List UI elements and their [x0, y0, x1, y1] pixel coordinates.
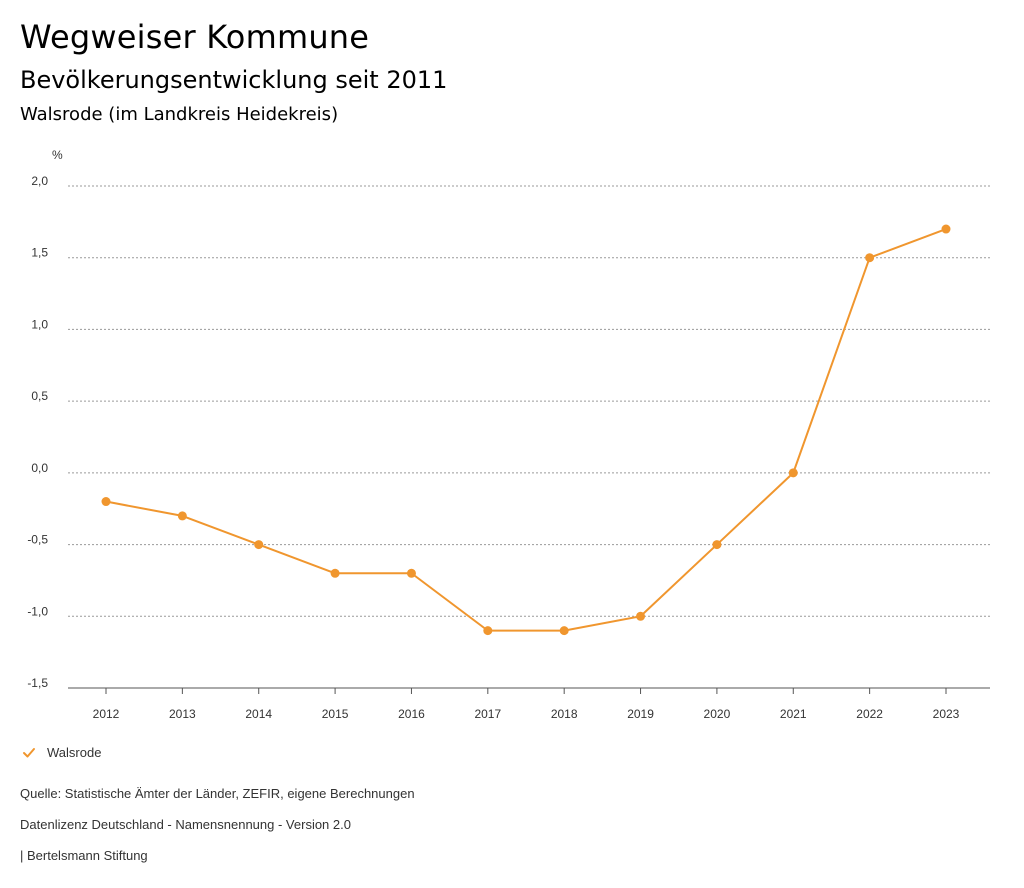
data-point	[865, 253, 875, 263]
data-point	[101, 497, 111, 507]
region-label: Walsrode (im Landkreis Heidekreis)	[20, 104, 339, 125]
x-tick-label: 2013	[169, 707, 196, 721]
data-point	[254, 540, 264, 550]
x-tick-label: 2014	[245, 707, 272, 721]
x-tick-label: 2018	[551, 707, 578, 721]
y-tick-label: 2,0	[31, 174, 48, 188]
y-tick-label: 1,0	[31, 317, 48, 331]
page-title: Wegweiser Kommune	[20, 18, 370, 56]
data-point	[788, 468, 798, 478]
checkmark-icon	[23, 747, 35, 757]
y-tick-label: 1,5	[31, 246, 48, 260]
publisher-note: | Bertelsmann Stiftung	[20, 848, 148, 863]
y-axis-unit-label: %	[52, 148, 63, 162]
data-point	[559, 626, 569, 636]
data-point	[483, 626, 493, 636]
x-tick-label: 2017	[474, 707, 501, 721]
x-tick-label: 2016	[398, 707, 425, 721]
data-point	[941, 224, 951, 234]
data-point	[636, 611, 646, 621]
x-tick-label: 2022	[856, 707, 883, 721]
y-tick-label: 0,5	[31, 389, 48, 403]
data-point	[406, 568, 416, 578]
y-tick-label: -1,0	[27, 604, 48, 618]
data-point	[330, 568, 340, 578]
chart-legend[interactable]: Walsrode	[22, 745, 101, 760]
x-tick-label: 2020	[704, 707, 731, 721]
x-tick-label: 2015	[322, 707, 349, 721]
source-note: Quelle: Statistische Ämter der Länder, Z…	[20, 786, 415, 801]
y-tick-label: 0,0	[31, 461, 48, 475]
x-tick-label: 2023	[933, 707, 960, 721]
x-tick-label: 2021	[780, 707, 807, 721]
x-tick-label: 2012	[93, 707, 120, 721]
data-point	[177, 511, 187, 521]
line-chart: % 2,0 1,5 1,0 0,5 0,0 -0,5 -1,0 -1,5 2012 2013 2014…	[27, 148, 990, 721]
data-point	[712, 540, 722, 550]
x-tick-label: 2019	[627, 707, 654, 721]
series-line	[105, 228, 947, 632]
chart-subtitle: Bevölkerungsentwicklung seit 2011	[20, 66, 448, 94]
legend-label: Walsrode	[47, 745, 102, 760]
y-tick-label: -0,5	[27, 533, 48, 547]
y-tick-label: -1,5	[27, 676, 48, 690]
license-note: Datenlizenz Deutschland - Namensnennung …	[20, 817, 351, 832]
